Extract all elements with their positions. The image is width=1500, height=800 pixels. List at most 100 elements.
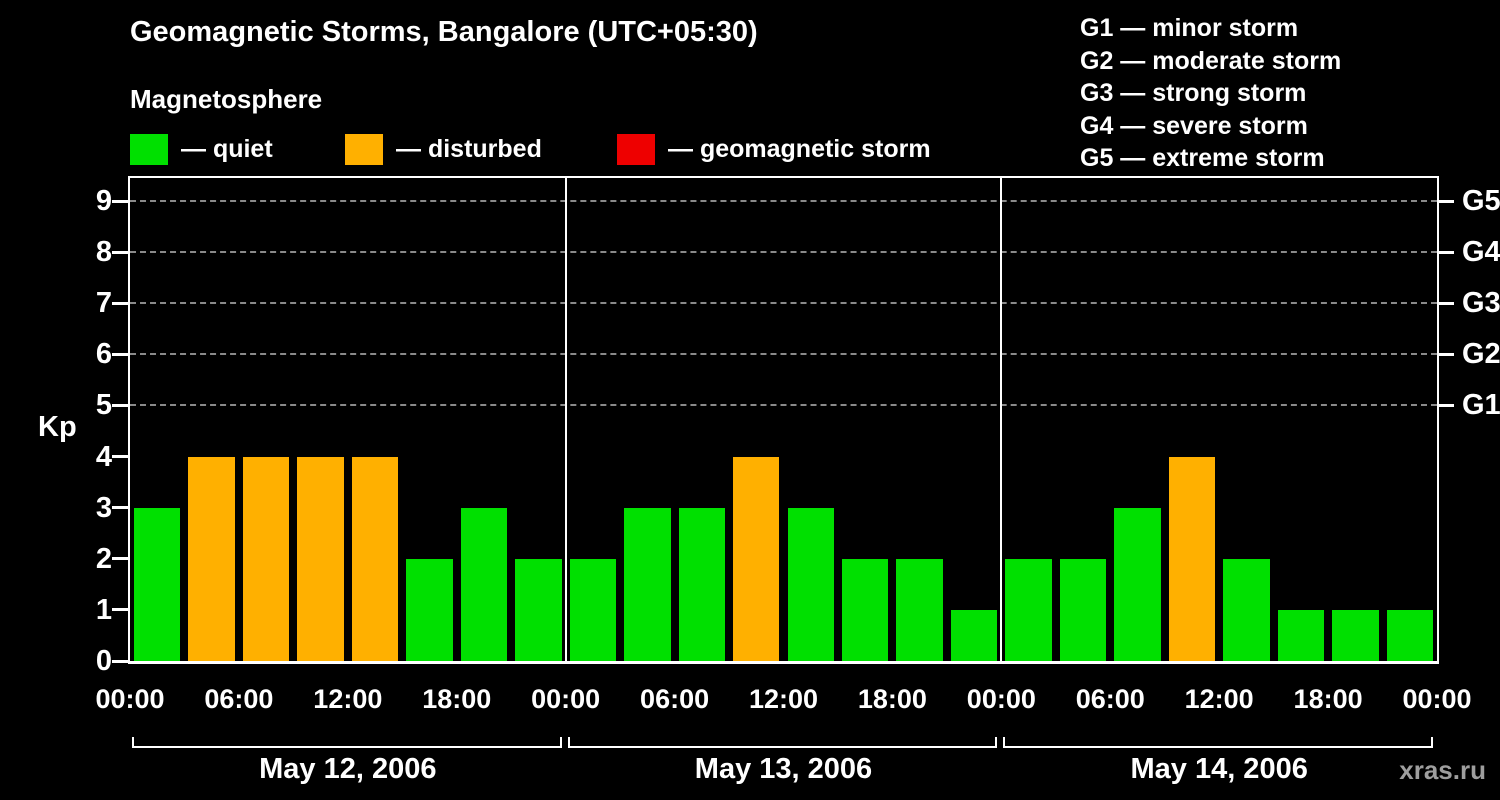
- right-axis-tick: [1439, 352, 1454, 356]
- y-axis-tick: [112, 199, 128, 203]
- x-tick-label: 12:00: [313, 684, 383, 714]
- g-legend-line-g2: G2 — moderate storm: [1080, 46, 1342, 75]
- day-label: May 14, 2006: [1130, 753, 1308, 785]
- g-legend-line-g3: G3 — strong storm: [1080, 79, 1307, 107]
- y-axis-tick: [112, 608, 128, 612]
- y-axis-tick: [112, 301, 128, 305]
- subtitle-magnetosphere: Magnetosphere: [130, 84, 323, 114]
- y-tick-label: 3: [95, 491, 112, 524]
- kp-bar: [515, 558, 562, 661]
- kp-bar: [1005, 558, 1052, 661]
- day-separator: [1000, 178, 1003, 661]
- x-tick-label: 06:00: [1075, 684, 1145, 714]
- right-axis-tick: [1439, 301, 1454, 305]
- x-tick-label: 00:00: [95, 684, 165, 714]
- right-axis-tick: [1439, 403, 1454, 407]
- x-tick-label: 00:00: [1402, 684, 1472, 714]
- kp-bar: [242, 456, 290, 661]
- y-axis-tick: [112, 659, 128, 663]
- kp-bar: [406, 558, 453, 661]
- y-tick-label: 5: [95, 389, 112, 422]
- kp-bar: [733, 456, 780, 661]
- y-tick-label: 1: [95, 593, 112, 626]
- kp-bar: [569, 558, 617, 661]
- day-separator: [564, 178, 567, 661]
- y-tick-label: 9: [95, 185, 112, 217]
- plot-border: [128, 176, 1439, 664]
- y-tick-label: 0: [95, 645, 112, 677]
- g-axis-label: G1: [1462, 389, 1500, 422]
- g-legend-line-g4: G4 — severe storm: [1080, 111, 1308, 140]
- storm-color-swatch: [617, 133, 655, 165]
- day-bracket: [132, 737, 562, 748]
- kp-bar: [841, 558, 889, 661]
- grid-line-kp5: [130, 404, 1437, 407]
- kp-bar: [1277, 609, 1325, 661]
- grid-line-kp6: [130, 353, 1437, 356]
- kp-bar: [297, 456, 344, 661]
- kp-bar: [1168, 456, 1216, 661]
- x-tick-label: 12:00: [1184, 684, 1254, 714]
- kp-bar: [787, 507, 834, 661]
- x-tick-label: 00:00: [966, 684, 1036, 714]
- g-axis-label: G4: [1462, 236, 1500, 269]
- kp-bar: [1386, 609, 1433, 661]
- legend-label-storm: — geomagnetic storm: [668, 134, 931, 163]
- legend-item-storm: — geomagnetic storm: [617, 132, 931, 166]
- page-title: Geomagnetic Storms, Bangalore (UTC+05:30…: [130, 16, 758, 48]
- day-bracket: [1003, 737, 1433, 748]
- x-tick-label: 00:00: [531, 684, 601, 714]
- legend-label-disturbed: — disturbed: [396, 134, 542, 163]
- x-tick-label: 12:00: [748, 684, 819, 714]
- kp-bar: [896, 558, 943, 661]
- kp-bar: [678, 507, 726, 661]
- kp-bar: [1059, 558, 1107, 661]
- day-label: May 12, 2006: [259, 753, 437, 785]
- y-axis-tick: [112, 403, 128, 407]
- g-scale-legend: G1 — minor storm G2 — moderate storm G3 …: [1080, 12, 1341, 175]
- y-axis-title: Kp: [38, 411, 77, 443]
- kp-bar: [351, 456, 399, 661]
- x-tick-label: 18:00: [1293, 684, 1363, 714]
- legend-item-quiet: — quiet: [130, 132, 273, 166]
- y-axis-tick: [112, 250, 128, 254]
- y-axis-tick: [112, 557, 128, 561]
- y-axis-tick: [112, 455, 128, 459]
- g-legend-line-g5: G5 — extreme storm: [1080, 144, 1325, 172]
- x-tick-label: 18:00: [857, 684, 927, 714]
- kp-bar: [624, 507, 671, 661]
- g-axis-label: G3: [1462, 287, 1500, 320]
- legend-item-disturbed: — disturbed: [345, 132, 542, 166]
- grid-line-kp7: [130, 302, 1437, 305]
- kp-bar: [188, 456, 235, 661]
- y-tick-label: 8: [95, 236, 112, 269]
- kp-bar: [134, 507, 181, 661]
- day-bracket: [567, 737, 998, 748]
- x-tick-label: 06:00: [640, 684, 710, 714]
- kp-bar: [1223, 558, 1270, 661]
- disturbed-color-swatch: [345, 133, 383, 165]
- kp-bar: [460, 507, 508, 661]
- watermark-xras: xras.ru: [1399, 755, 1486, 785]
- y-axis-tick: [112, 352, 128, 356]
- y-axis-tick: [112, 506, 128, 510]
- day-label: May 13, 2006: [694, 753, 873, 785]
- kp-bar: [950, 609, 998, 661]
- grid-line-kp8: [130, 251, 1437, 254]
- g-legend-line-g1: G1 — minor storm: [1080, 14, 1299, 42]
- kp-bar: [1332, 609, 1379, 661]
- y-tick-label: 4: [95, 440, 112, 473]
- plot-area: [130, 178, 1437, 661]
- x-tick-label: 06:00: [204, 684, 274, 714]
- x-tick-label: 18:00: [422, 684, 492, 714]
- g-axis-label: G2: [1462, 338, 1500, 371]
- grid-line-kp9: [130, 200, 1437, 202]
- right-axis-tick: [1439, 250, 1454, 254]
- quiet-color-swatch: [130, 133, 168, 165]
- right-axis-tick: [1439, 199, 1454, 203]
- g-axis-label: G5: [1462, 185, 1500, 217]
- kp-bar: [1114, 507, 1161, 661]
- y-tick-label: 2: [95, 542, 112, 575]
- y-tick-label: 7: [95, 287, 112, 320]
